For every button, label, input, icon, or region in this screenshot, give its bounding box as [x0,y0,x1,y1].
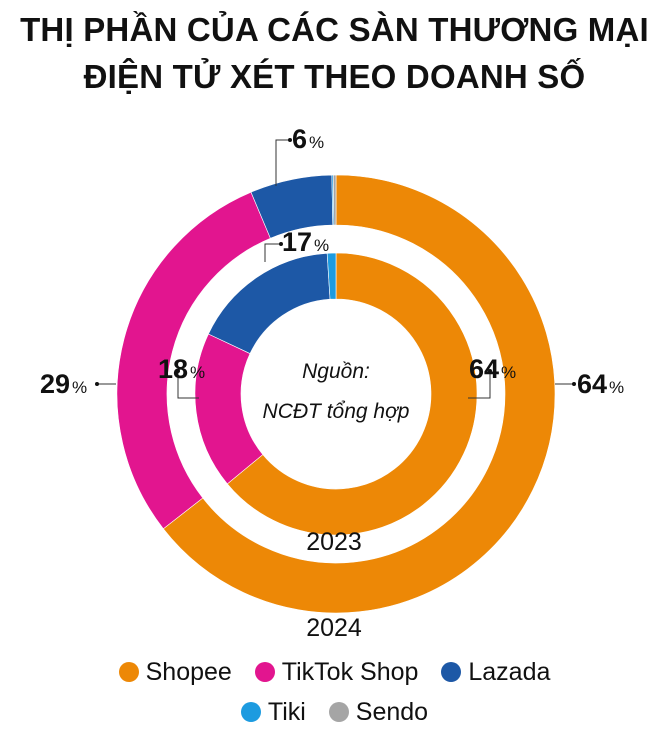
title-line-2: ĐIỆN TỬ XÉT THEO DOANH SỐ [83,58,586,95]
source-line-2: NCĐT tổng hợp [263,400,410,423]
legend-row-2: Tiki Sendo [0,698,669,727]
leader-2023-lazada [264,243,281,262]
slice-2024-tiktok-shop [116,191,271,530]
source-line-1: Nguồn: [302,360,370,383]
legend-item-shopee: Shopee [118,658,232,687]
data-label-2023-tiktok-shop: 18% [158,354,205,384]
slice-2023-lazada [208,252,331,354]
slice-2023-shopee [226,252,478,536]
legend-item-tiki: Tiki [240,698,306,727]
legend-swatch-tiktok-shop [254,662,275,682]
data-label-2023-lazada: 17% [282,227,329,257]
legend-label-tiktok-shop: TikTok Shop [281,658,419,686]
data-label-2024-shopee: 64% [577,369,624,399]
slice-2024-sendo [332,174,337,226]
outer-ring-year-label: 2024 [306,614,362,642]
slice-2024-shopee [162,174,556,614]
legend-swatch-shopee [118,662,139,682]
slice-2023-tiktok-shop [194,333,264,485]
legend-label-tiki: Tiki [267,698,306,726]
title-line-1: THỊ PHẦN CỦA CÁC SÀN THƯƠNG MẠI [20,11,649,48]
inner-ring-year-label: 2023 [306,528,362,556]
legend-row-1: Shopee TikTok Shop Lazada [0,658,669,687]
outer-ring-2024 [116,174,556,614]
legend-label-shopee: Shopee [145,658,232,686]
data-label-2024-tiktok-shop: 29% [40,369,87,399]
leader-2024-lazada [275,139,289,186]
leader-dot-2023-tiktok-shop [176,369,180,373]
leader-dot-2024-shopee [572,382,576,386]
data-label-2023-shopee: 64% [469,354,516,384]
data-label-2024-lazada: 6% [292,124,324,154]
legend-swatch-tiki [240,702,261,722]
legend-item-sendo: Sendo [328,698,429,727]
legend-swatch-lazada [441,662,462,682]
leader-lines [95,138,576,399]
legend-label-sendo: Sendo [355,698,429,726]
inner-ring-2023 [194,252,478,536]
leader-dot-2023-lazada [279,242,283,246]
legend-item-lazada: Lazada [441,658,550,687]
legend-item-tiktok-shop: TikTok Shop [254,658,419,687]
leader-dot-2023-shopee [488,369,492,373]
legend-swatch-sendo [328,702,349,722]
legend-label-lazada: Lazada [468,658,551,686]
leader-dot-2024-tiktok-shop [95,382,99,386]
leader-dot-2024-lazada [288,138,292,142]
chart-title: THỊ PHẦN CỦA CÁC SÀN THƯƠNG MẠI ĐIỆN TỬ … [0,6,669,100]
leader-2023-tiktok-shop [177,372,199,399]
leader-2023-shopee [468,372,491,399]
slice-2023-tiki [326,252,337,300]
data-labels: 6 % 17 % 29 % 18% 64% 64% [40,124,624,399]
